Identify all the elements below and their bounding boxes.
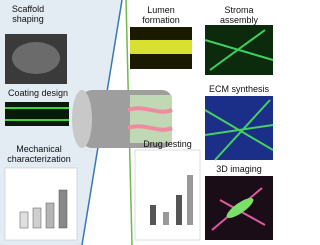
panel-label: Stroma assembly — [219, 5, 258, 25]
panel-label: Mechanical characterization — [7, 144, 71, 164]
chart-illustration — [176, 195, 182, 225]
stroma-detail — [204, 29, 274, 71]
panel-label: Scaffold shaping — [11, 4, 45, 24]
artwork — [0, 0, 274, 245]
graphical-abstract: Scaffold shaping Coating design Mechanic… — [0, 0, 275, 245]
lumen-detail — [130, 40, 192, 54]
chart-illustration — [187, 175, 193, 225]
chart-illustration — [19, 211, 29, 229]
chart-illustration — [150, 205, 156, 225]
vessel — [127, 106, 173, 114]
sem-image-detail — [12, 42, 60, 74]
panel-label: ECM synthesis — [208, 84, 270, 94]
chart-illustration — [32, 207, 42, 229]
scaffold-end — [72, 90, 92, 148]
chart-illustration — [163, 212, 169, 225]
chart-illustration — [58, 189, 68, 229]
panel-label: Coating design — [7, 88, 69, 98]
panel-label: Drug testing — [143, 139, 192, 149]
coating-image — [5, 102, 69, 126]
ecm-image — [205, 96, 273, 160]
scaffold-coated — [130, 95, 172, 143]
ecm-detail — [204, 99, 274, 161]
imaging-vessel — [226, 197, 254, 219]
panel-label: Lumen formation — [142, 5, 180, 25]
vessel — [127, 124, 173, 132]
panel-label: 3D imaging — [216, 164, 262, 174]
chart-illustration — [45, 202, 55, 229]
